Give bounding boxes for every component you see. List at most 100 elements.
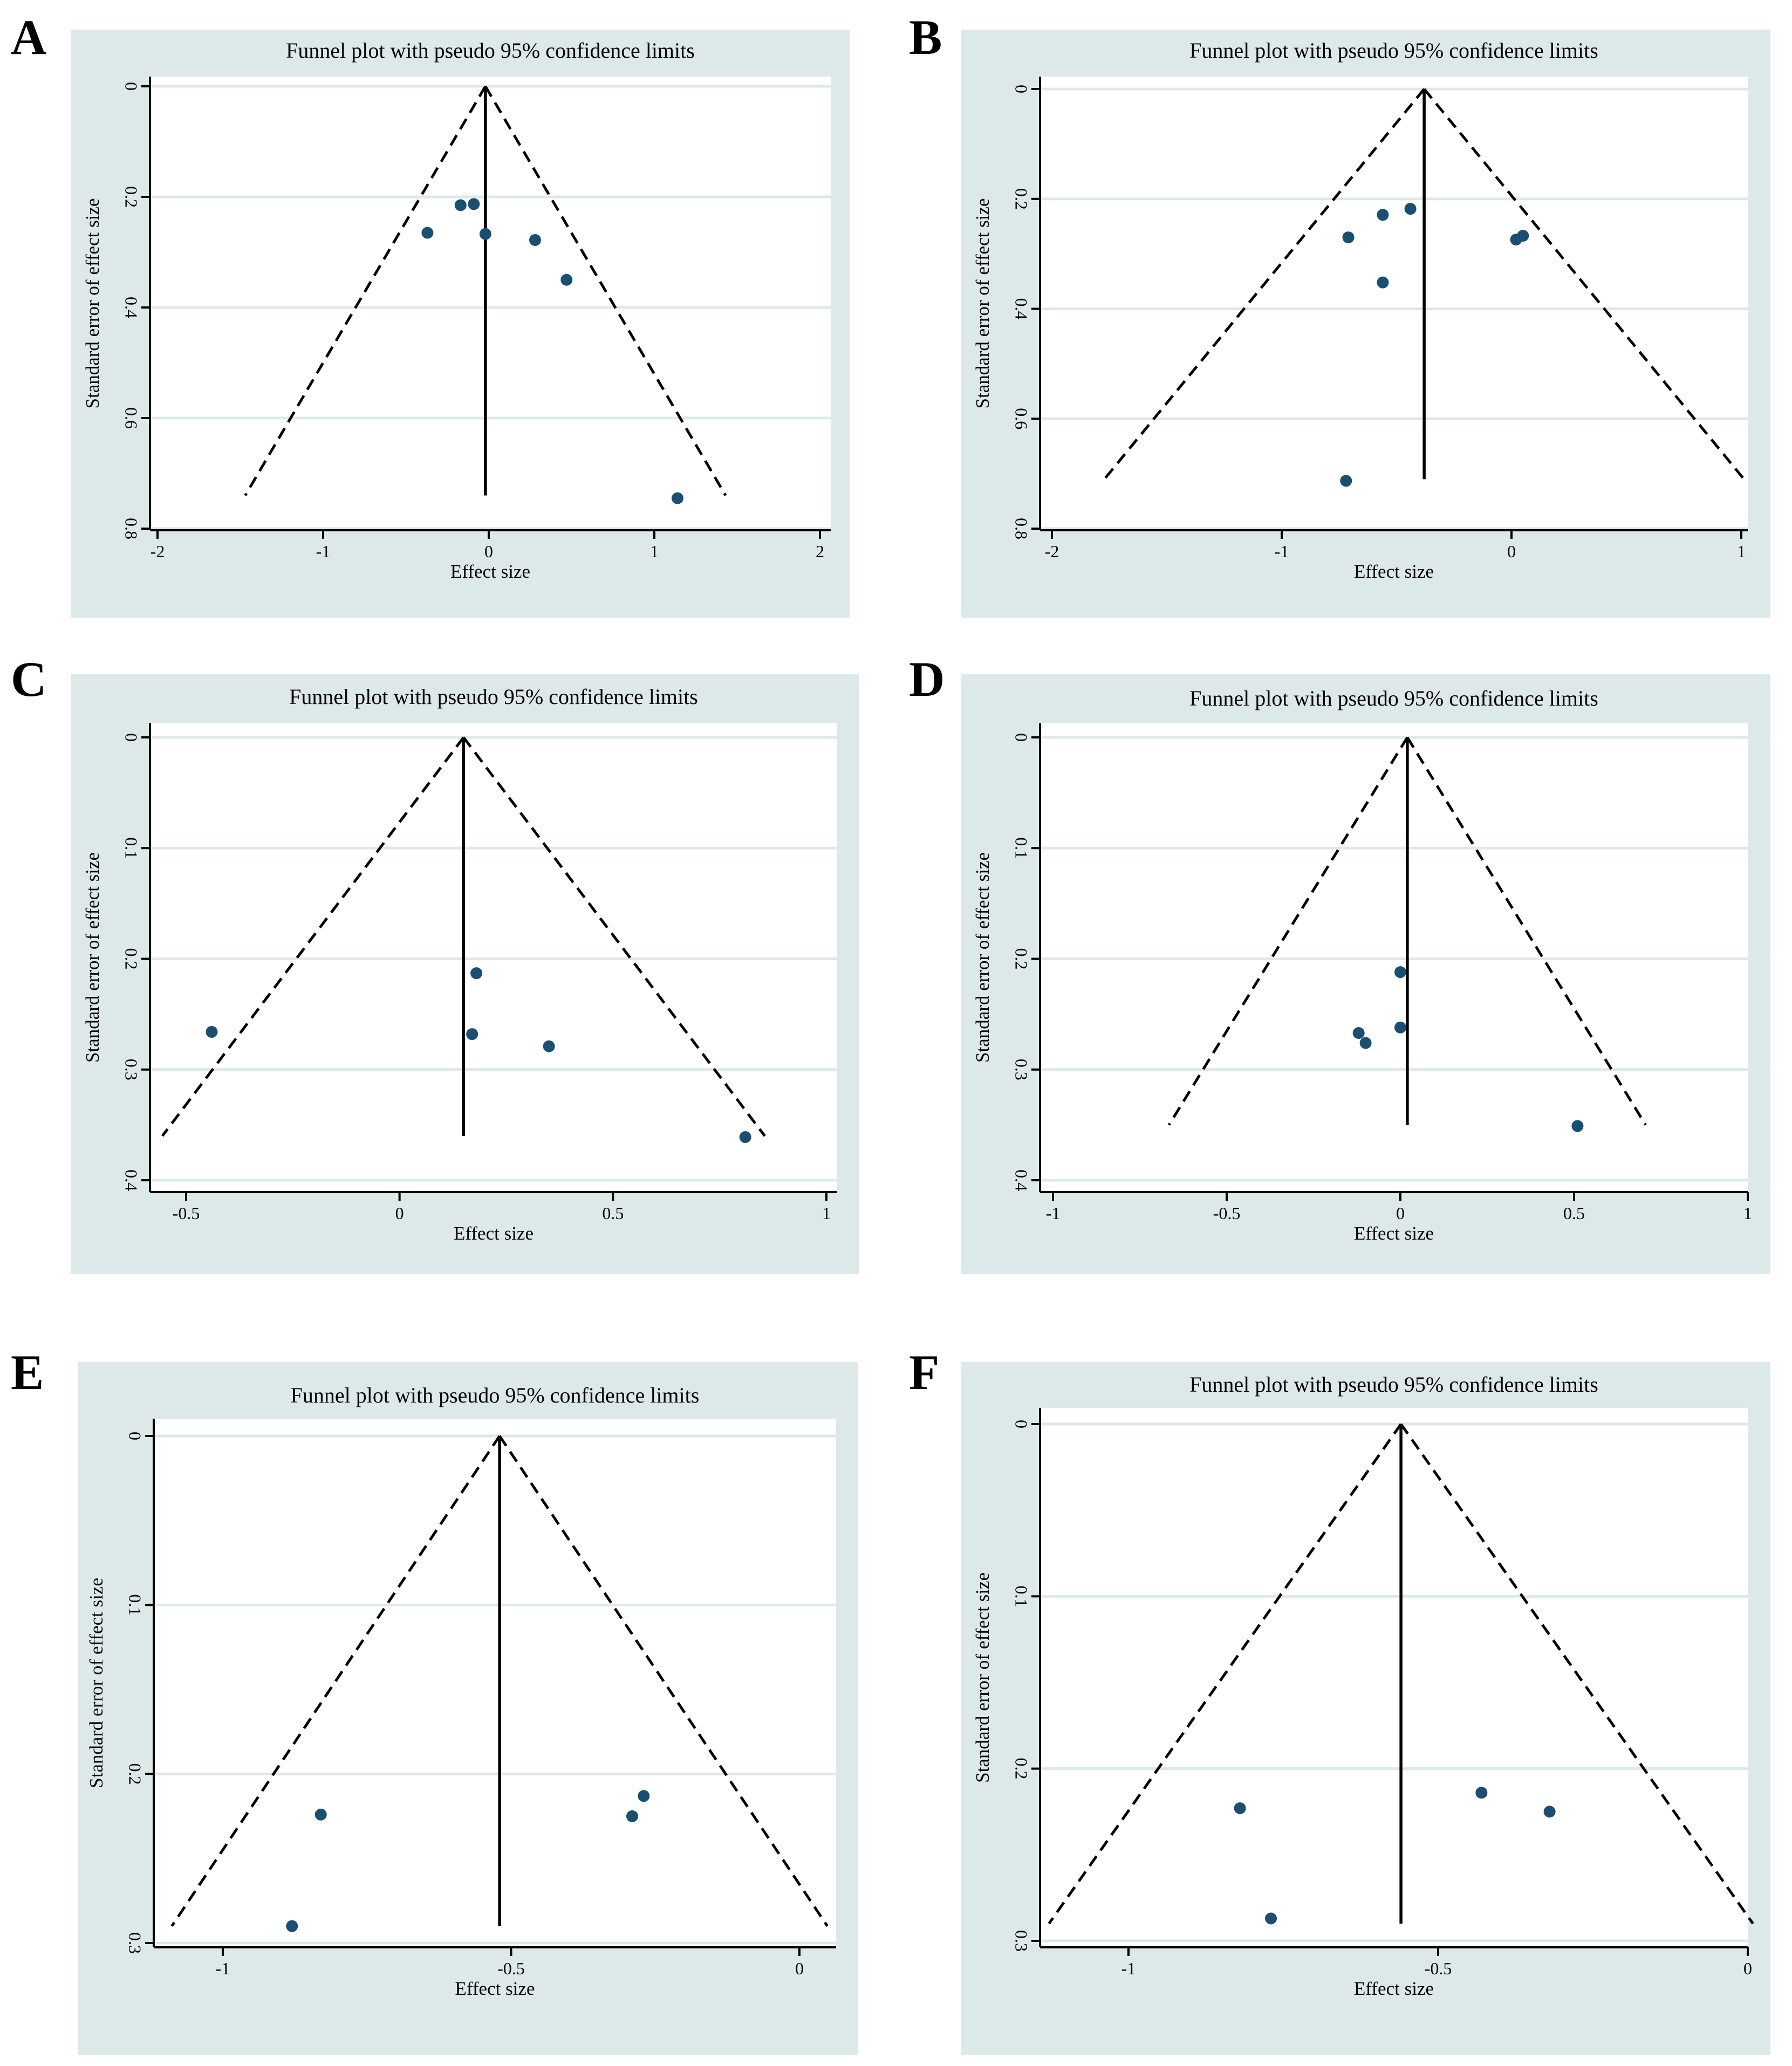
y-tick-label: 0.3 xyxy=(1012,1059,1031,1080)
x-tick-label: -1 xyxy=(216,1959,230,1978)
funnel-left-limit xyxy=(1103,88,1426,480)
y-tick-label: 0.4 xyxy=(122,297,141,318)
y-axis-label: Standard error of effect size xyxy=(972,1572,993,1783)
y-tick-label: 0.2 xyxy=(122,948,141,970)
study-point xyxy=(1265,1912,1277,1925)
study-point xyxy=(1340,475,1352,487)
x-tick-label: -0.5 xyxy=(1425,1959,1452,1978)
x-tick-label: 2 xyxy=(816,542,824,561)
y-axis-label: Standard error of effect size xyxy=(82,199,103,409)
panel-a: 0 0.2 0.4 0.6 0.8 -2 -1 0 1 2 Funnel plot with pse… xyxy=(11,10,850,618)
y-tick-label: 0 xyxy=(1012,85,1031,93)
funnel-left-limit xyxy=(1048,1423,1403,1925)
funnel-right-limit xyxy=(1423,88,1745,480)
study-point xyxy=(421,227,434,239)
x-tick-label: 1 xyxy=(1737,542,1746,561)
y-tick-label: 0 xyxy=(122,82,141,91)
study-point xyxy=(543,1040,555,1052)
y-axis-label: Standard error of effect size xyxy=(972,199,993,409)
funnel-right-limit xyxy=(1406,736,1647,1126)
x-tick-label: -1 xyxy=(1046,1203,1061,1223)
study-point xyxy=(671,492,683,504)
y-tick-label: 0.3 xyxy=(126,1932,145,1954)
study-point xyxy=(1377,209,1389,221)
x-tick-label: -2 xyxy=(1045,542,1059,561)
study-point xyxy=(1475,1787,1488,1799)
study-point xyxy=(739,1131,751,1143)
y-tick-label: 0.2 xyxy=(1012,948,1031,970)
y-axis-label: Standard error of effect size xyxy=(82,852,103,1063)
study-point xyxy=(468,198,480,210)
funnel-left-limit xyxy=(244,85,487,496)
study-point xyxy=(479,228,491,240)
x-tick-label: -1 xyxy=(1275,542,1289,561)
y-tick-label: 0.6 xyxy=(1012,408,1031,429)
chart-title: Funnel plot with pseudo 95% confidence l… xyxy=(1189,1372,1598,1397)
x-tick-label: 1 xyxy=(1743,1203,1752,1223)
panel-letter: E xyxy=(11,1345,44,1400)
chart-title: Funnel plot with pseudo 95% confidence l… xyxy=(289,685,698,709)
y-tick-label: 0.2 xyxy=(126,1763,145,1785)
x-axis-label: Effect size xyxy=(455,1978,535,1999)
funnel-left-limit xyxy=(161,736,465,1137)
x-tick-label: -1 xyxy=(1121,1959,1136,1978)
x-tick-label: -1 xyxy=(316,542,331,561)
study-point xyxy=(1234,1802,1246,1815)
x-axis-label: Effect size xyxy=(1354,1978,1434,1999)
study-point xyxy=(1543,1805,1556,1818)
study-point xyxy=(1517,230,1529,242)
study-point xyxy=(1377,276,1389,289)
x-tick-label: 0.5 xyxy=(1563,1203,1585,1223)
x-axis-label: Effect size xyxy=(1354,1223,1434,1244)
x-tick-label: 0 xyxy=(795,1959,804,1978)
x-tick-label: 1 xyxy=(650,542,659,561)
y-tick-label: 0 xyxy=(122,733,141,742)
plot-area xyxy=(150,77,831,530)
study-point xyxy=(470,967,483,980)
panel-e: 0 0.1 0.2 0.3 -1 -0.5 0 Funnel plot with pseudo… xyxy=(11,1345,858,2055)
funnel-left-limit xyxy=(1167,736,1409,1126)
x-tick-label: 0 xyxy=(1507,542,1516,561)
chart-title: Funnel plot with pseudo 95% confidence l… xyxy=(286,38,695,63)
study-point xyxy=(1394,966,1406,979)
y-tick-label: 0.3 xyxy=(1012,1930,1031,1952)
funnel-right-limit xyxy=(462,736,766,1137)
study-point xyxy=(206,1025,218,1038)
y-tick-label: 0.1 xyxy=(122,837,141,859)
study-point xyxy=(286,1920,298,1932)
panel-letter: F xyxy=(909,1345,939,1400)
study-point xyxy=(1342,231,1355,244)
panel-c: 0 0.1 0.2 0.3 0.4 -0.5 0 0.5 1 Funnel plot with p… xyxy=(11,652,859,1274)
study-point xyxy=(1404,203,1417,215)
chart-title: Funnel plot with pseudo 95% confidence l… xyxy=(1189,38,1598,63)
x-tick-label: -0.5 xyxy=(173,1203,200,1223)
y-tick-label: 0 xyxy=(126,1432,145,1440)
study-point xyxy=(314,1808,327,1821)
y-tick-label: 0.8 xyxy=(1012,518,1031,539)
funnel-right-limit xyxy=(1400,1423,1754,1925)
plot-area xyxy=(1040,1408,1748,1947)
panel-d: 0 0.1 0.2 0.3 0.4 -1 -0.5 0 0.5 1 Funnel plot with… xyxy=(909,652,1770,1274)
y-tick-label: 0.8 xyxy=(122,518,141,539)
x-tick-label: -0.5 xyxy=(1213,1203,1241,1223)
study-point xyxy=(1359,1037,1372,1049)
panel-b: 0 0.2 0.4 0.6 0.8 -2 -1 0 1 Funnel plot with pseu… xyxy=(909,10,1770,618)
panel-letter: D xyxy=(909,652,945,707)
x-tick-label: -0.5 xyxy=(497,1959,525,1978)
x-tick-label: 0.5 xyxy=(602,1203,624,1223)
y-tick-label: 0.1 xyxy=(1012,1585,1031,1607)
y-tick-label: 0 xyxy=(1012,1420,1031,1428)
panel-letter: A xyxy=(11,10,46,65)
funnel-right-limit xyxy=(484,85,727,496)
chart-title: Funnel plot with pseudo 95% confidence l… xyxy=(1189,686,1598,710)
x-axis-label: Effect size xyxy=(450,561,530,582)
panel-letter: B xyxy=(909,10,942,65)
y-tick-label: 0.6 xyxy=(122,407,141,429)
plot-area xyxy=(1040,77,1748,530)
x-tick-label: -2 xyxy=(151,542,165,561)
y-tick-label: 0.2 xyxy=(122,186,141,208)
study-point xyxy=(638,1790,650,1802)
study-point xyxy=(529,234,541,246)
study-point xyxy=(1352,1027,1365,1039)
